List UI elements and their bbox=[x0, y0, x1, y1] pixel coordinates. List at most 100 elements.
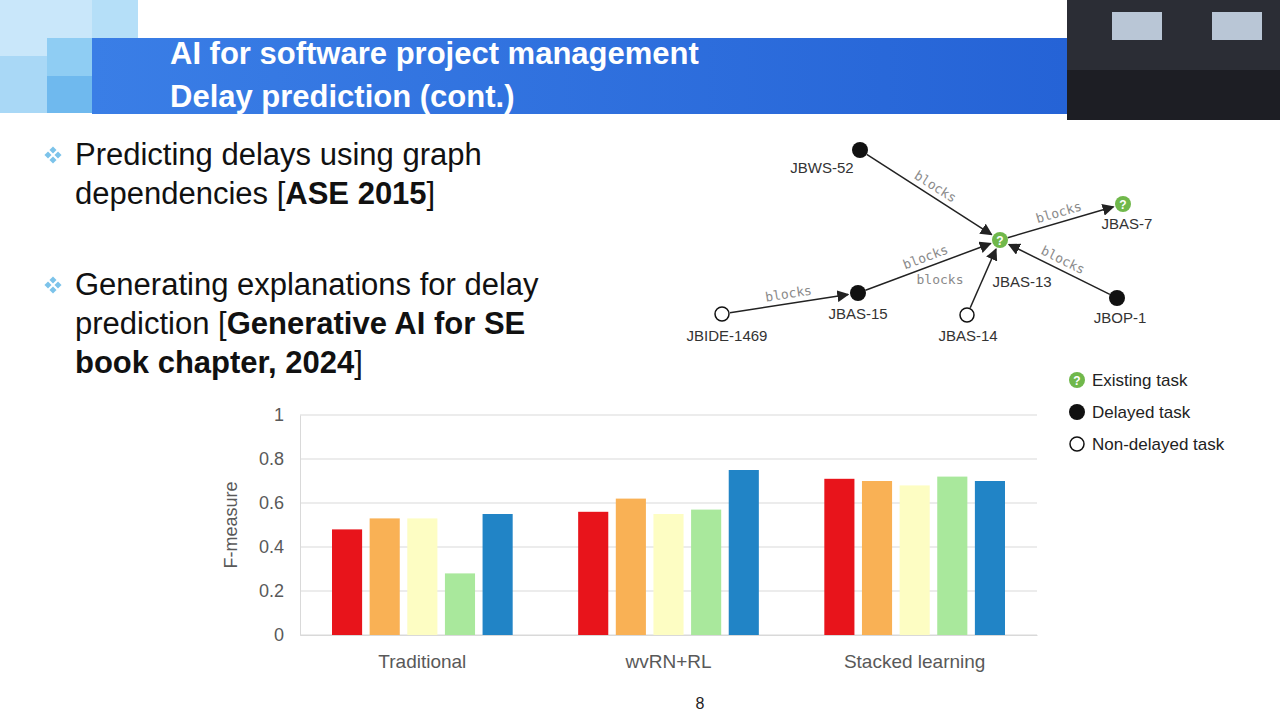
bullet-diamond bbox=[49, 146, 56, 153]
bar bbox=[729, 470, 759, 635]
existing-symbol: ? bbox=[1119, 198, 1126, 212]
grid-line bbox=[300, 459, 1037, 460]
node-label: JBWS-52 bbox=[790, 159, 853, 176]
bullet-diamond bbox=[49, 286, 56, 293]
node-non-delayed bbox=[1070, 437, 1084, 451]
x-tick: Traditional bbox=[378, 635, 466, 672]
bullet-text: ] bbox=[427, 176, 436, 211]
node-label: JBAS-13 bbox=[992, 273, 1051, 290]
y-tick: 0.4 bbox=[259, 537, 300, 557]
bar bbox=[445, 573, 475, 635]
bar bbox=[616, 499, 646, 635]
bullet-text: Generative AI for SE bbox=[227, 306, 526, 341]
bullet-diamond bbox=[44, 281, 51, 288]
bullet-diamond bbox=[49, 156, 56, 163]
legend-label: Delayed task bbox=[1092, 403, 1191, 422]
bars bbox=[332, 470, 1005, 635]
node-existing bbox=[1069, 372, 1085, 388]
bullet-marker bbox=[44, 146, 61, 163]
y-tick-label: 0.6 bbox=[259, 493, 284, 513]
bullet-text: Predicting delays using graph bbox=[75, 137, 482, 172]
node-non-delayed bbox=[715, 307, 729, 321]
node-label: JBAS-15 bbox=[828, 305, 887, 322]
node-delayed bbox=[852, 142, 868, 158]
camera-screen bbox=[1112, 12, 1162, 40]
bar bbox=[862, 481, 892, 635]
grid-line bbox=[300, 415, 1037, 416]
bullet-text: Generating explanations for delay bbox=[75, 267, 539, 302]
bullet-text: ] bbox=[354, 345, 363, 380]
bullet-diamond bbox=[54, 151, 61, 158]
node-existing bbox=[1115, 196, 1131, 212]
bar bbox=[975, 481, 1005, 635]
page-number: 8 bbox=[696, 695, 705, 712]
bullet-diamond bbox=[44, 151, 51, 158]
bullet-diamond bbox=[49, 276, 56, 283]
bar bbox=[578, 512, 608, 635]
bullet-line: dependencies [ASE 2015] bbox=[75, 176, 435, 211]
bullet-diamond bbox=[54, 281, 61, 288]
x-axis: Traditional wvRN+RL Stacked learning bbox=[301, 635, 1038, 672]
node-existing bbox=[992, 232, 1008, 248]
y-tick: 0 bbox=[274, 625, 300, 645]
y-tick-label: 0.8 bbox=[259, 449, 284, 469]
existing-symbol: ? bbox=[1073, 374, 1080, 388]
y-tick-label: 0.4 bbox=[259, 537, 284, 557]
slide-title: AI for software project management bbox=[170, 36, 699, 71]
chart: 0 0.2 0.4 0.6 0.8 1 Traditional wvRN+RL Stacked … bbox=[221, 405, 1038, 672]
bar bbox=[900, 485, 930, 635]
bullet-line: prediction [Generative AI for SE bbox=[75, 306, 525, 341]
y-tick-label: 1 bbox=[274, 405, 284, 425]
node-delayed bbox=[1109, 290, 1125, 306]
slide: AI for software project management Delay … bbox=[0, 0, 1280, 720]
camera-inset bbox=[1067, 0, 1280, 120]
x-tick-label: Traditional bbox=[378, 651, 466, 672]
bullet-marker bbox=[44, 276, 61, 293]
bullet-text: book chapter, 2024 bbox=[75, 345, 355, 380]
bar bbox=[824, 479, 854, 635]
camera-audience bbox=[1067, 70, 1280, 120]
slide-title: Delay prediction (cont.) bbox=[170, 79, 514, 114]
deco-square bbox=[92, 0, 138, 38]
node-label: JBAS-7 bbox=[1102, 215, 1153, 232]
y-tick: 1 bbox=[274, 405, 300, 425]
y-axis-title: F-measure bbox=[221, 481, 241, 568]
node-delayed bbox=[850, 285, 866, 301]
diagram: blocksblocksblocksblocksblocksblocksJBWS… bbox=[687, 142, 1153, 344]
bullet-line: Predicting delays using graph bbox=[75, 137, 482, 172]
bar bbox=[483, 514, 513, 635]
edge bbox=[867, 154, 992, 234]
y-tick: 0.2 bbox=[259, 581, 300, 601]
bar bbox=[691, 510, 721, 635]
node-label: JBIDE-1469 bbox=[687, 327, 768, 344]
x-tick: Stacked learning bbox=[844, 635, 986, 672]
y-tick-label: 0 bbox=[274, 625, 284, 645]
camera-screen bbox=[1212, 12, 1262, 40]
x-tick-label: Stacked learning bbox=[844, 651, 986, 672]
bullet-text: ASE 2015 bbox=[285, 176, 426, 211]
y-axis-line bbox=[300, 416, 301, 636]
decoration bbox=[0, 0, 1280, 120]
node-delayed bbox=[1069, 404, 1085, 420]
edge-label: blocks bbox=[917, 272, 964, 287]
y-tick-label: 0.2 bbox=[259, 581, 284, 601]
x-tick-label: wvRN+RL bbox=[624, 651, 711, 672]
deco-square bbox=[0, 56, 47, 113]
edge-label: blocks bbox=[1034, 199, 1083, 227]
y-tick: 0.8 bbox=[259, 449, 300, 469]
bullet-line: book chapter, 2024] bbox=[75, 345, 363, 380]
bar bbox=[653, 514, 683, 635]
x-tick: wvRN+RL bbox=[624, 635, 711, 672]
edge-label: blocks bbox=[901, 242, 950, 272]
y-tick: 0.6 bbox=[259, 493, 300, 513]
edge-label: blocks bbox=[764, 283, 813, 305]
legend-label: Non-delayed task bbox=[1092, 435, 1225, 454]
edge-label: blocks bbox=[912, 168, 960, 206]
bar bbox=[370, 518, 400, 635]
existing-symbol: ? bbox=[996, 234, 1003, 248]
bullet-line: Generating explanations for delay bbox=[75, 267, 539, 302]
bullet-text: dependencies [ bbox=[75, 176, 286, 211]
deco-square bbox=[47, 76, 92, 113]
node-label: JBAS-14 bbox=[938, 327, 997, 344]
y-axis: 0 0.2 0.4 0.6 0.8 1 bbox=[259, 405, 301, 645]
